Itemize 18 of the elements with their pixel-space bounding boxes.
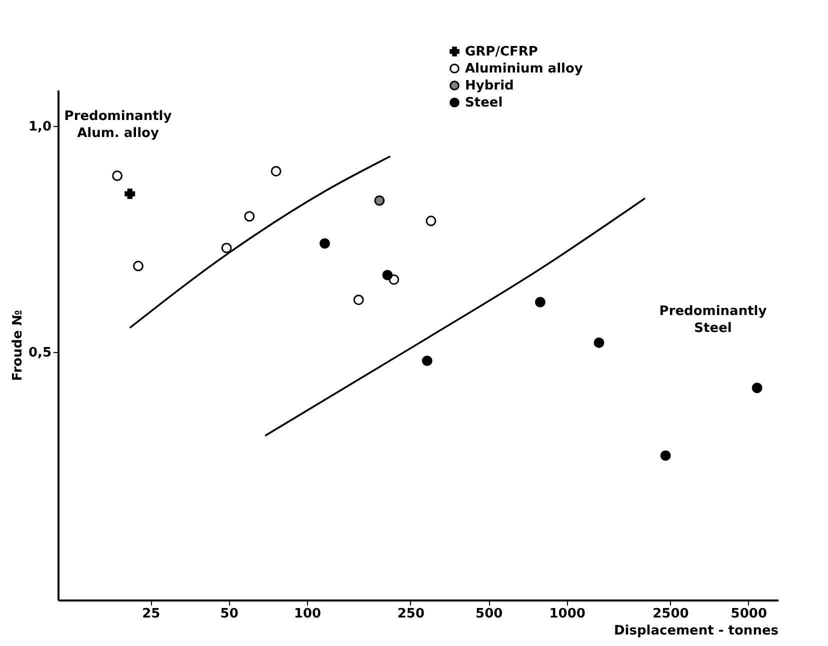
- legend-label: Hybrid: [465, 78, 514, 94]
- annotation: Predominantly Steel: [659, 304, 768, 336]
- x-tick-label: 500: [476, 606, 503, 622]
- legend-label: GRP/CFRP: [465, 44, 538, 60]
- x-tick-label: 100: [294, 606, 322, 622]
- y-tick-label: 1,0: [28, 120, 52, 135]
- x-axis-title: Displacement - tonnes: [614, 624, 779, 638]
- x-tick-label: 25: [142, 606, 160, 622]
- x-tick-label: 1000: [549, 606, 586, 622]
- legend-label: Steel: [465, 96, 503, 110]
- x-tick-label: 250: [397, 606, 424, 622]
- legend-label: Aluminium alloy: [465, 62, 584, 76]
- x-tick-label: 5000: [730, 606, 767, 622]
- x-tick-label: 50: [220, 606, 238, 622]
- y-axis-title: Froude №: [10, 310, 26, 381]
- x-tick-label: 2500: [652, 606, 689, 622]
- y-tick-label: 0,5: [28, 345, 52, 360]
- annotation: Predominantly Alum. alloy: [64, 109, 172, 141]
